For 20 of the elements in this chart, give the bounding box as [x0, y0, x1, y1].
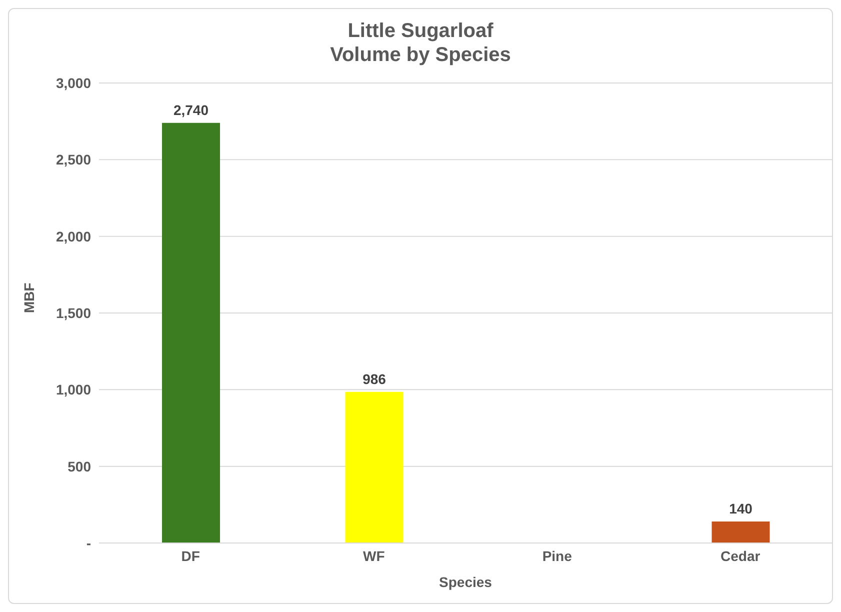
x-tick-label: WF	[362, 548, 386, 564]
y-tick-label: 3,000	[56, 74, 92, 91]
y-tick-label: 1,500	[56, 304, 92, 321]
data-label: 2,740	[173, 102, 209, 118]
chart-title: Little Sugarloaf Volume by Species	[329, 19, 512, 67]
bar	[345, 392, 404, 543]
y-tick-label: 500	[68, 458, 92, 474]
data-label: 140	[729, 500, 753, 517]
y-tick-label: -	[86, 534, 92, 551]
bar	[712, 522, 770, 543]
y-tick-label: 2,500	[56, 152, 92, 168]
y-tick-label: 1,000	[56, 382, 92, 398]
bar	[162, 122, 220, 543]
y-tick-label: 2,000	[56, 228, 92, 244]
x-tick-label: DF	[181, 548, 200, 564]
x-tick-label: Pine	[542, 548, 572, 564]
x-axis-title: Species	[439, 574, 492, 590]
y-axis-title: MBF	[20, 282, 37, 313]
x-tick-label: Cedar	[720, 548, 761, 564]
data-label: 986	[362, 370, 386, 387]
